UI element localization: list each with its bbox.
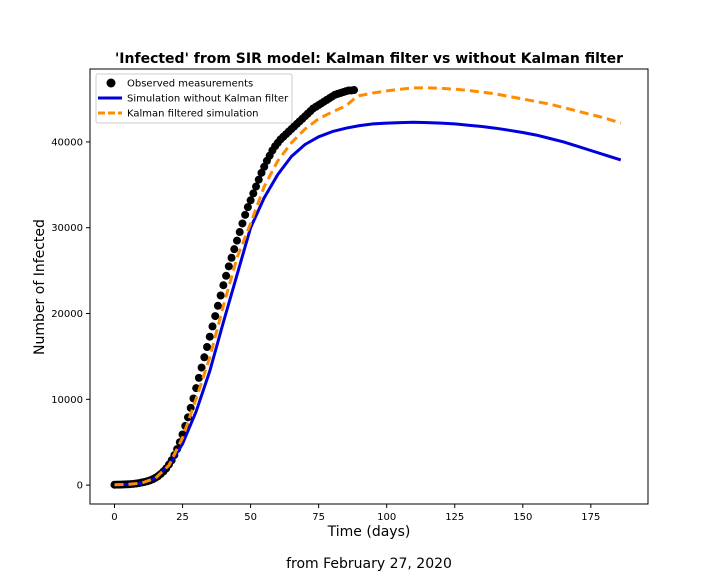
observed-point xyxy=(205,332,214,341)
observed-point xyxy=(235,228,244,237)
x-tick-label: 125 xyxy=(445,512,464,523)
legend-box xyxy=(95,73,293,124)
observed-point xyxy=(200,353,209,362)
observed-point xyxy=(224,262,233,271)
observed-point xyxy=(260,162,269,171)
observed-point xyxy=(350,86,359,95)
chart-title: 'Infected' from SIR model: Kalman filter… xyxy=(115,51,623,67)
legend-label-without-kalman: Simulation without Kalman filter xyxy=(127,94,289,105)
observed-point xyxy=(216,291,225,300)
legend-marker-observed xyxy=(106,78,116,88)
observed-point xyxy=(252,182,261,191)
y-tick-label: 10000 xyxy=(51,395,83,406)
x-tick-label: 25 xyxy=(176,512,189,523)
observed-point xyxy=(219,281,228,290)
observed-point xyxy=(243,203,252,212)
observed-point xyxy=(194,373,203,382)
observed-point xyxy=(227,253,236,262)
y-tick-label: 30000 xyxy=(51,223,83,234)
observed-point xyxy=(197,363,206,372)
x-tick-label: 100 xyxy=(377,512,396,523)
x-tick-label: 50 xyxy=(244,512,257,523)
series-line-without-kalman xyxy=(114,120,622,487)
observed-point xyxy=(222,271,231,280)
series-layer xyxy=(110,86,622,489)
observed-point xyxy=(208,322,217,331)
y-tick-label: 40000 xyxy=(51,137,83,148)
y-axis-label: Number of Infected xyxy=(32,219,48,355)
chart-caption: from February 27, 2020 xyxy=(286,556,452,572)
observed-point xyxy=(211,312,220,321)
observed-point xyxy=(232,236,241,245)
x-tick-label: 175 xyxy=(581,512,600,523)
x-tick-label: 0 xyxy=(111,512,117,523)
observed-point xyxy=(254,175,263,184)
observed-point xyxy=(257,168,266,177)
observed-point xyxy=(230,245,239,254)
x-axis-label: Time (days) xyxy=(327,524,411,540)
y-tick-label: 20000 xyxy=(51,309,83,320)
observed-point xyxy=(213,301,222,310)
observed-point xyxy=(238,219,247,228)
x-tick-label: 75 xyxy=(312,512,325,523)
legend-label-kalman: Kalman filtered simulation xyxy=(127,109,259,120)
y-axis-ticks: 0 10000 20000 30000 40000 xyxy=(51,137,90,492)
series-line-kalman xyxy=(114,86,622,487)
legend-label-observed: Observed measurements xyxy=(127,79,253,90)
x-axis-ticks: 0 25 50 75 100 125 150 175 xyxy=(111,504,600,523)
observed-point xyxy=(249,189,258,198)
legend: Observed measurements Simulation without… xyxy=(95,73,293,124)
observed-point xyxy=(203,342,212,351)
plot-frame xyxy=(89,68,649,505)
y-tick-label: 0 xyxy=(77,481,83,492)
x-tick-label: 150 xyxy=(513,512,532,523)
observed-point xyxy=(246,196,255,205)
observed-point xyxy=(241,210,250,219)
